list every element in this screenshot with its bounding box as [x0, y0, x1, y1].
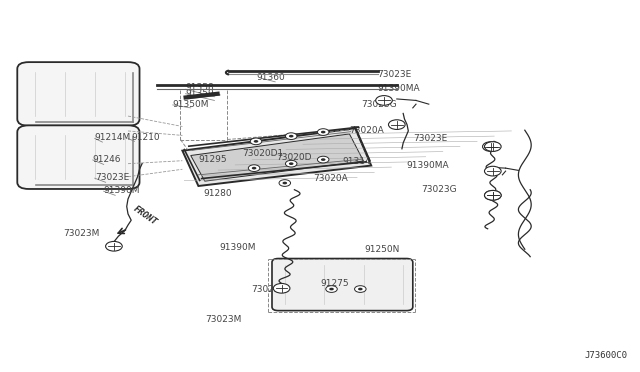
- Circle shape: [484, 190, 501, 200]
- Circle shape: [484, 166, 501, 176]
- FancyBboxPatch shape: [17, 125, 140, 189]
- Circle shape: [317, 129, 329, 135]
- Circle shape: [248, 165, 260, 171]
- Text: 91275: 91275: [320, 279, 349, 288]
- Text: 91358: 91358: [186, 83, 214, 92]
- Text: 91360: 91360: [256, 73, 285, 82]
- Text: 91280: 91280: [204, 189, 232, 198]
- Text: 91390M: 91390M: [219, 243, 255, 252]
- Circle shape: [376, 96, 392, 105]
- Text: 73023E: 73023E: [95, 173, 129, 182]
- Text: 73020D1: 73020D1: [242, 149, 283, 158]
- Text: 73023E: 73023E: [251, 285, 285, 294]
- Text: 91390MA: 91390MA: [378, 84, 420, 93]
- Circle shape: [282, 182, 287, 185]
- Circle shape: [252, 167, 257, 170]
- Text: 91350M: 91350M: [173, 100, 209, 109]
- Polygon shape: [182, 128, 371, 186]
- Text: 73023M: 73023M: [205, 315, 241, 324]
- Circle shape: [483, 142, 499, 151]
- Circle shape: [273, 283, 290, 293]
- Text: 91214M: 91214M: [95, 133, 131, 142]
- Circle shape: [285, 160, 297, 167]
- Circle shape: [317, 156, 329, 163]
- Text: 73023E: 73023E: [378, 70, 412, 79]
- Text: 91295: 91295: [198, 155, 227, 164]
- Text: 91210: 91210: [131, 133, 160, 142]
- Text: 73023M: 73023M: [63, 229, 99, 238]
- Polygon shape: [191, 134, 364, 181]
- Text: 73020A: 73020A: [349, 126, 383, 135]
- Text: 91314: 91314: [342, 157, 371, 166]
- Text: 91390M: 91390M: [104, 186, 140, 195]
- Circle shape: [106, 241, 122, 251]
- Circle shape: [484, 142, 501, 151]
- Text: 91246: 91246: [93, 155, 122, 164]
- Text: 73020D: 73020D: [276, 153, 312, 162]
- Text: FRONT: FRONT: [131, 204, 158, 227]
- Text: 91390MA: 91390MA: [406, 161, 449, 170]
- Circle shape: [484, 190, 501, 200]
- Circle shape: [358, 288, 363, 291]
- Circle shape: [289, 135, 294, 138]
- Circle shape: [250, 138, 262, 145]
- Text: 73023E: 73023E: [413, 134, 447, 143]
- Text: 73020A: 73020A: [314, 174, 348, 183]
- Circle shape: [326, 286, 337, 292]
- FancyBboxPatch shape: [272, 259, 413, 311]
- Circle shape: [253, 140, 259, 143]
- Text: 91359: 91359: [186, 89, 214, 98]
- Text: 91250N: 91250N: [365, 245, 400, 254]
- Text: 73023G: 73023G: [361, 100, 397, 109]
- Text: J73600C0: J73600C0: [584, 351, 627, 360]
- Circle shape: [329, 288, 334, 291]
- Circle shape: [285, 133, 297, 140]
- Circle shape: [279, 180, 291, 186]
- Circle shape: [355, 286, 366, 292]
- Circle shape: [289, 162, 294, 165]
- Circle shape: [388, 120, 405, 129]
- FancyBboxPatch shape: [17, 62, 140, 126]
- Text: 73023G: 73023G: [421, 185, 457, 194]
- Circle shape: [321, 158, 326, 161]
- Circle shape: [321, 131, 326, 134]
